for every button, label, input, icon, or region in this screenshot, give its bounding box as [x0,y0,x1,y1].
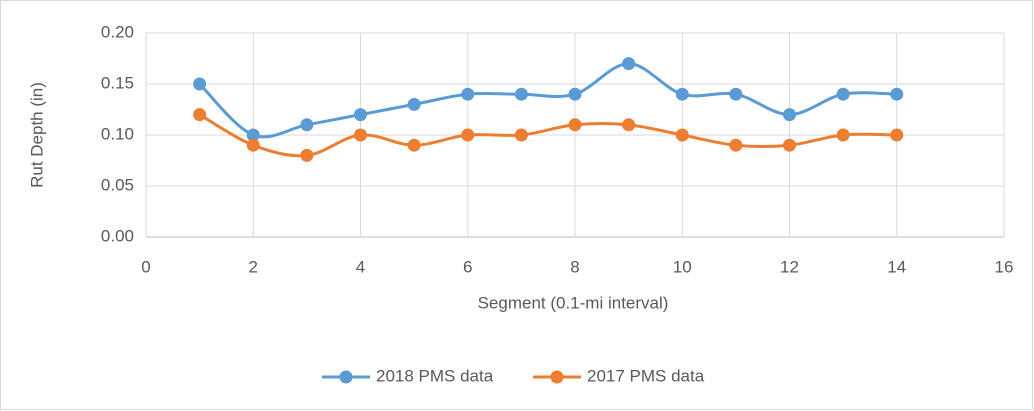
x-tick-label: 8 [570,257,579,276]
x-tick-label: 10 [673,257,692,276]
point [890,87,904,101]
point [568,118,582,132]
legend-marker [339,370,353,384]
point [568,87,582,101]
x-axis-label: Segment (0.1-mi interval) [478,293,669,312]
point [836,128,850,142]
point [246,128,260,142]
point [461,87,475,101]
x-tick-label: 14 [887,257,906,276]
point [354,128,367,142]
point [407,97,421,111]
point [407,138,421,152]
point [783,138,796,152]
x-tick-label: 16 [995,257,1014,276]
x-tick-label: 2 [249,257,258,276]
legend-label: 2017 PMS data [587,366,705,385]
point [729,138,743,152]
point [622,57,636,71]
point [675,128,689,142]
x-tick-label: 0 [141,257,150,276]
y-tick-label: 0.10 [101,124,134,143]
y-tick-label: 0.00 [101,226,134,245]
y-axis-label: Rut Depth (in) [27,82,46,188]
point [300,118,314,132]
point [836,87,850,101]
point [514,87,528,101]
point [193,108,207,122]
point [622,118,636,132]
point [729,87,743,101]
point [783,108,796,122]
x-tick-label: 6 [463,257,472,276]
legend-marker [550,370,564,384]
y-tick-label: 0.05 [101,175,134,194]
point [675,87,689,101]
point [890,128,904,142]
point [300,148,314,162]
legend-label: 2018 PMS data [376,366,494,385]
point [193,77,207,91]
point [514,128,528,142]
y-tick-label: 0.20 [101,22,134,41]
x-tick-label: 4 [356,257,365,276]
point [461,128,475,142]
point [354,108,367,122]
x-tick-label: 12 [780,257,799,276]
y-tick-label: 0.15 [101,73,134,92]
point [246,138,260,152]
